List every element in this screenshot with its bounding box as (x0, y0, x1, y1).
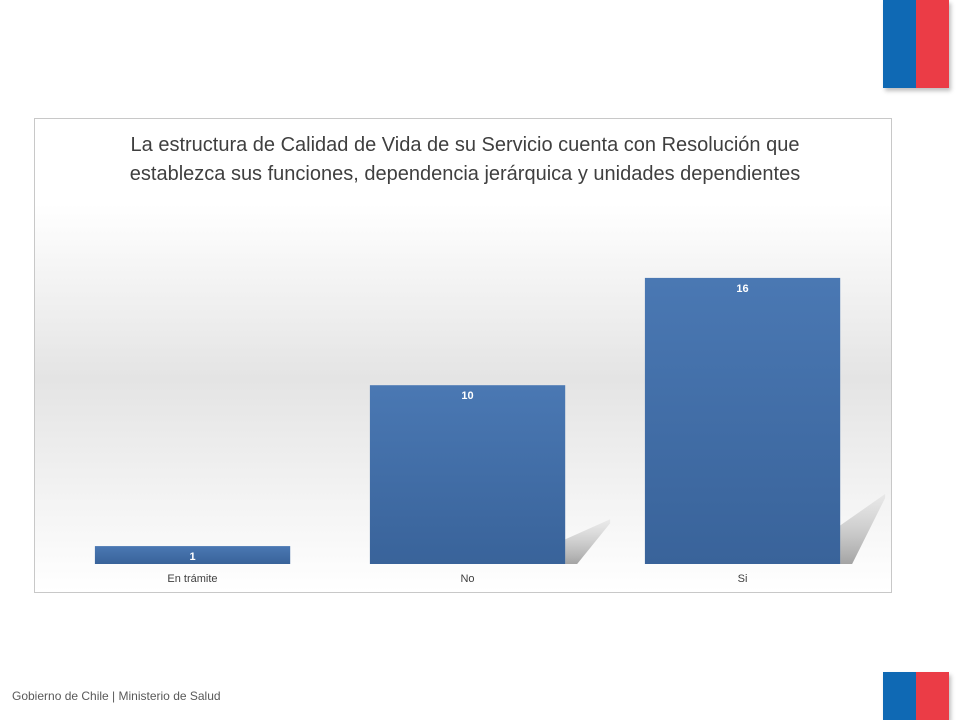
bar-si (644, 277, 841, 564)
bar-shadow (840, 494, 886, 564)
footer-text: Gobierno de Chile | Ministerio de Salud (12, 689, 221, 703)
chart-title: La estructura de Calidad de Vida de su S… (129, 134, 801, 185)
x-tick-label: Si (738, 573, 748, 585)
bar-chart: 1 En trámite 10 No 16 Si (94, 277, 886, 585)
data-label: 1 (189, 551, 195, 563)
x-tick-label: No (460, 573, 474, 585)
flag-red-stripe (916, 0, 949, 88)
data-label: 16 (736, 283, 748, 295)
flag-logo-top (883, 0, 949, 88)
chart-frame: La estructura de Calidad de Vida de su S… (34, 118, 892, 593)
flag-blue-stripe (883, 672, 916, 720)
data-label: 10 (461, 390, 473, 402)
flag-red-stripe (916, 672, 949, 720)
x-tick-label: En trámite (167, 573, 217, 585)
flag-blue-stripe (883, 0, 916, 88)
bar-no (369, 385, 566, 564)
flag-logo-bottom (883, 672, 949, 720)
bar-shadow (565, 519, 611, 564)
bar-en-trámite (94, 546, 291, 564)
